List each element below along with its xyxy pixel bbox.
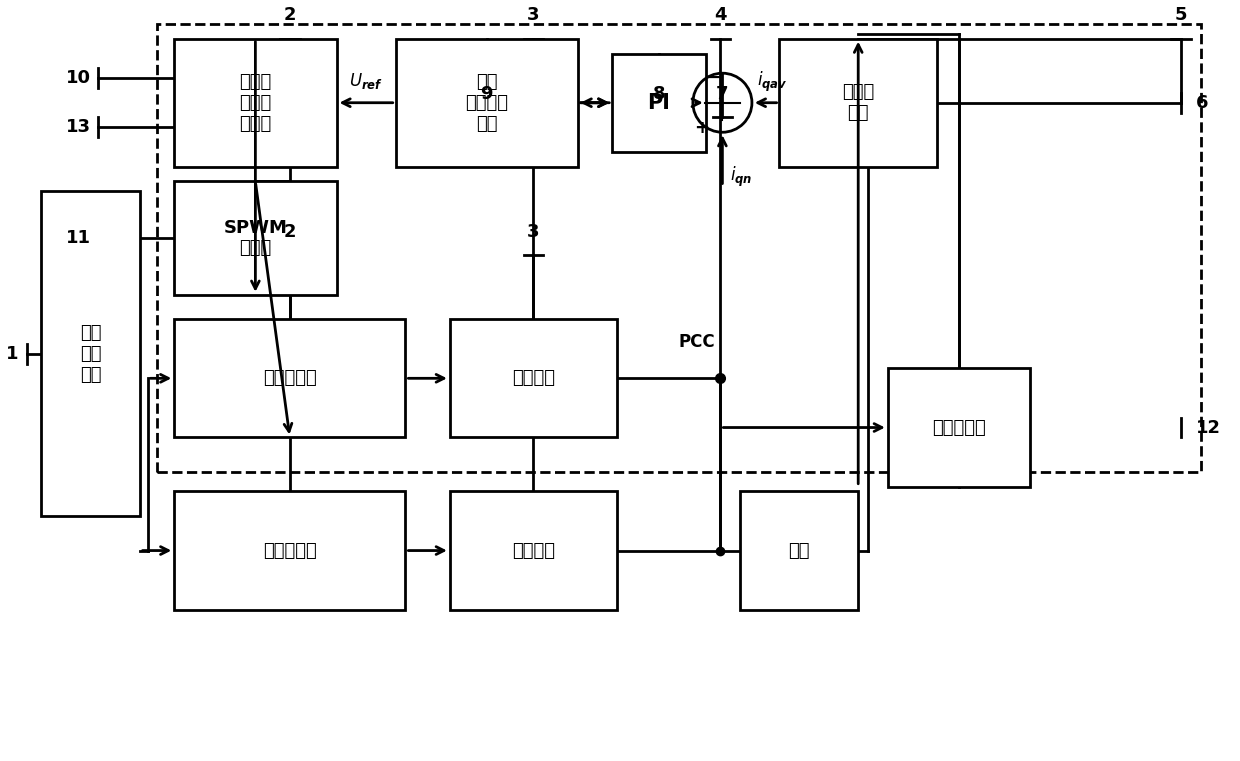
Bar [396, 39, 578, 167]
Text: 中央控制器: 中央控制器 [932, 419, 986, 437]
Text: 三相逆变器: 三相逆变器 [263, 542, 316, 559]
Text: 线路阻抗: 线路阻抗 [512, 542, 556, 559]
Text: $i_{\mathregular{qn}}$: $i_{\mathregular{qn}}$ [730, 164, 753, 189]
Text: 9: 9 [480, 84, 494, 103]
Text: 7: 7 [717, 84, 729, 103]
Text: 平均值
计算: 平均值 计算 [842, 83, 874, 122]
Bar [174, 320, 405, 438]
Text: 12: 12 [1195, 419, 1221, 437]
Text: 11: 11 [66, 229, 91, 247]
Text: 3: 3 [527, 222, 539, 240]
Text: PCC: PCC [678, 333, 715, 351]
Text: PI: PI [647, 93, 671, 113]
Bar [780, 39, 937, 167]
Text: 负载: 负载 [789, 542, 810, 559]
Text: 2: 2 [284, 222, 296, 240]
Bar [450, 492, 618, 610]
Text: $U_{\mathregular{ref}}$: $U_{\mathregular{ref}}$ [350, 71, 383, 91]
Bar [157, 24, 1200, 472]
Bar [888, 368, 1030, 486]
Bar [41, 191, 140, 516]
Text: 5: 5 [1174, 6, 1187, 24]
Text: 三相逆变器: 三相逆变器 [263, 369, 316, 387]
Bar [174, 492, 405, 610]
Text: 电流
下垂控制
模块: 电流 下垂控制 模块 [465, 73, 508, 132]
Text: 4: 4 [714, 6, 727, 24]
Text: 13: 13 [66, 118, 91, 136]
Text: +: + [694, 119, 709, 137]
Text: 线路阻抗: 线路阻抗 [512, 369, 556, 387]
Text: −: − [707, 68, 723, 87]
Text: $i_{\mathregular{qav}}$: $i_{\mathregular{qav}}$ [756, 70, 787, 94]
Text: 2: 2 [284, 6, 296, 24]
Bar [740, 492, 858, 610]
Text: 6: 6 [1195, 94, 1208, 112]
Bar [174, 39, 336, 167]
Text: 电压电
流双环
控制器: 电压电 流双环 控制器 [239, 73, 272, 132]
Bar [613, 53, 706, 152]
Text: 10: 10 [66, 69, 91, 87]
Text: 直流
稳压
电源: 直流 稳压 电源 [79, 324, 102, 384]
Text: 1: 1 [6, 345, 19, 363]
Text: 8: 8 [652, 84, 665, 103]
Bar [174, 181, 336, 295]
Text: SPWM
调制器: SPWM 调制器 [223, 218, 288, 257]
Bar [450, 320, 618, 438]
Text: 3: 3 [527, 6, 539, 24]
